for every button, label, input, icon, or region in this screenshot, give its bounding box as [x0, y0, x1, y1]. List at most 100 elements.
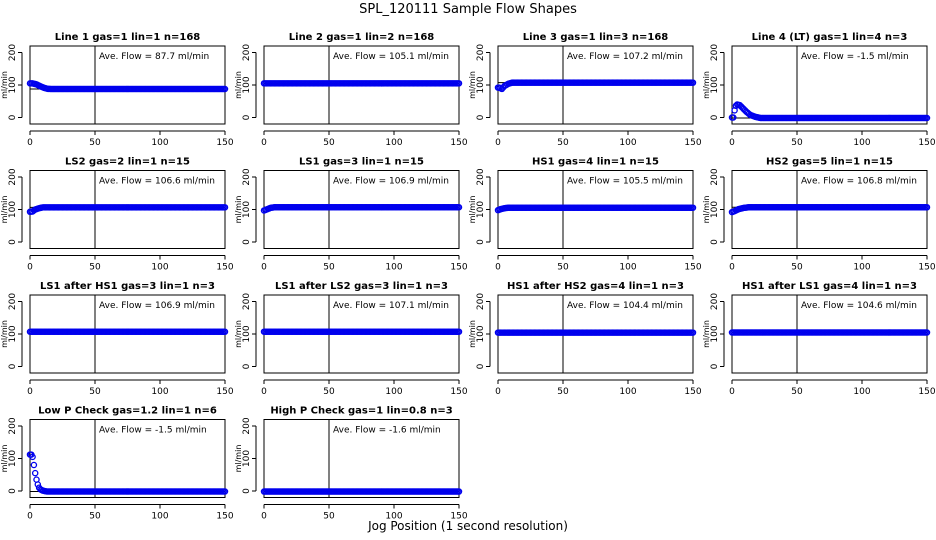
chart-panel: HS2 gas=5 lin=1 n=15 0 100 200 ml/min 0 50 100 1…	[702, 157, 936, 273]
figure-title: SPL_120111 Sample Flow Shapes	[359, 2, 577, 17]
data-point	[689, 329, 697, 336]
x-tick-label: 0	[27, 512, 33, 522]
x-tick-label: 100	[619, 387, 636, 397]
x-tick-label: 150	[918, 387, 935, 397]
y-axis-label: ml/min	[468, 71, 477, 99]
y-tick-label: 0	[710, 239, 720, 245]
x-tick-label: 0	[27, 263, 33, 273]
data-point	[29, 453, 36, 461]
y-tick-label: 0	[710, 363, 720, 369]
data-point	[455, 80, 463, 87]
y-axis-label: ml/min	[234, 320, 243, 348]
x-tick-label: 50	[89, 138, 101, 148]
data-point	[689, 79, 697, 86]
data-point	[221, 204, 229, 211]
y-tick-label: 100	[242, 76, 252, 93]
y-axis-label: ml/min	[234, 71, 243, 99]
panel-title: Line 2 gas=1 lin=2 n=168	[289, 32, 435, 43]
chart-panel: LS1 after HS1 gas=3 lin=1 n=3 0 100 200 ml/m…	[0, 281, 234, 397]
data-point	[923, 204, 931, 211]
data-point	[455, 328, 463, 335]
y-tick-label: 0	[8, 363, 18, 369]
x-tick-label: 100	[385, 387, 402, 397]
y-tick-label: 0	[476, 239, 486, 245]
panel-title: LS1 after HS1 gas=3 lin=1 n=3	[40, 281, 215, 292]
panel-title: Line 4 (LT) gas=1 lin=4 n=3	[752, 32, 908, 43]
x-tick-label: 0	[729, 387, 735, 397]
y-axis-label: ml/min	[702, 71, 711, 99]
ave-flow-annotation: Ave. Flow = 107.2 ml/min	[567, 52, 683, 62]
y-tick-label: 200	[242, 168, 252, 185]
y-tick-label: 100	[8, 76, 18, 93]
panel-title: HS2 gas=5 lin=1 n=15	[766, 157, 893, 168]
ave-flow-annotation: Ave. Flow = 104.4 ml/min	[567, 301, 683, 311]
y-tick-label: 100	[476, 76, 486, 93]
ave-flow-annotation: Ave. Flow = 105.5 ml/min	[567, 177, 683, 187]
ave-flow-annotation: Ave. Flow = 105.1 ml/min	[333, 52, 449, 62]
y-tick-label: 0	[242, 114, 252, 120]
ave-flow-annotation: Ave. Flow = 106.9 ml/min	[99, 301, 215, 311]
x-tick-label: 50	[557, 263, 569, 273]
ave-flow-annotation: Ave. Flow = -1.5 ml/min	[99, 426, 207, 436]
x-tick-label: 50	[323, 138, 335, 148]
y-tick-label: 100	[242, 325, 252, 342]
x-tick-label: 50	[323, 512, 335, 522]
x-tick-label: 0	[729, 263, 735, 273]
ave-flow-annotation: Ave. Flow = 106.9 ml/min	[333, 177, 449, 187]
x-tick-label: 150	[216, 512, 233, 522]
y-axis-label: ml/min	[0, 445, 9, 473]
chart-panel: High P Check gas=1 lin=0.8 n=3 0 100 200 ml/…	[234, 406, 468, 522]
data-point	[689, 204, 697, 211]
x-tick-label: 150	[450, 387, 467, 397]
x-tick-label: 150	[216, 263, 233, 273]
data-point	[455, 204, 463, 211]
y-tick-label: 200	[476, 293, 486, 310]
x-tick-label: 50	[89, 512, 101, 522]
y-axis-label: ml/min	[234, 196, 243, 224]
ave-flow-annotation: Ave. Flow = -1.6 ml/min	[333, 426, 441, 436]
y-axis-label: ml/min	[234, 445, 243, 473]
x-tick-label: 150	[450, 512, 467, 522]
x-tick-label: 50	[791, 387, 803, 397]
chart-panel: LS2 gas=2 lin=1 n=15 0 100 200 ml/min 0 50 100 1…	[0, 157, 234, 273]
y-tick-label: 100	[476, 325, 486, 342]
x-tick-label: 150	[450, 263, 467, 273]
x-tick-label: 0	[27, 387, 33, 397]
chart-panel: HS1 after LS1 gas=4 lin=1 n=3 0 100 200 ml/m…	[702, 281, 936, 397]
y-tick-label: 100	[242, 450, 252, 467]
ave-flow-annotation: Ave. Flow = 106.8 ml/min	[801, 177, 917, 187]
ave-flow-annotation: Ave. Flow = 107.1 ml/min	[333, 301, 449, 311]
x-tick-label: 100	[853, 263, 870, 273]
y-tick-label: 200	[476, 168, 486, 185]
y-axis-label: ml/min	[0, 320, 9, 348]
x-tick-label: 50	[89, 387, 101, 397]
y-tick-label: 200	[710, 293, 720, 310]
y-tick-label: 200	[242, 293, 252, 310]
x-tick-label: 50	[89, 263, 101, 273]
x-tick-label: 100	[619, 138, 636, 148]
x-tick-label: 50	[557, 387, 569, 397]
x-tick-label: 0	[261, 512, 267, 522]
y-tick-label: 0	[8, 114, 18, 120]
y-axis-label: ml/min	[0, 196, 9, 224]
y-tick-label: 100	[8, 450, 18, 467]
y-tick-label: 200	[8, 417, 18, 434]
plot-frame	[263, 419, 460, 498]
x-tick-label: 50	[557, 138, 569, 148]
x-tick-label: 0	[729, 138, 735, 148]
y-tick-label: 100	[710, 76, 720, 93]
plot-frame	[731, 45, 928, 125]
x-tick-label: 0	[261, 263, 267, 273]
chart-panel: Line 1 gas=1 lin=1 n=168 0 100 200 ml/min 0 50…	[0, 32, 234, 148]
y-tick-label: 0	[476, 114, 486, 120]
chart-panel: Line 2 gas=1 lin=2 n=168 0 100 200 ml/min 0 50…	[234, 32, 468, 148]
data-point	[31, 469, 39, 477]
x-tick-label: 0	[495, 387, 501, 397]
x-tick-label: 100	[151, 263, 168, 273]
x-tick-label: 100	[385, 263, 402, 273]
x-tick-label: 100	[853, 138, 870, 148]
x-tick-label: 50	[791, 138, 803, 148]
x-tick-label: 150	[216, 387, 233, 397]
data-point	[455, 488, 463, 495]
chart-panel: Line 3 gas=1 lin=3 n=168 0 100 200 ml/min 0 50…	[468, 32, 702, 148]
